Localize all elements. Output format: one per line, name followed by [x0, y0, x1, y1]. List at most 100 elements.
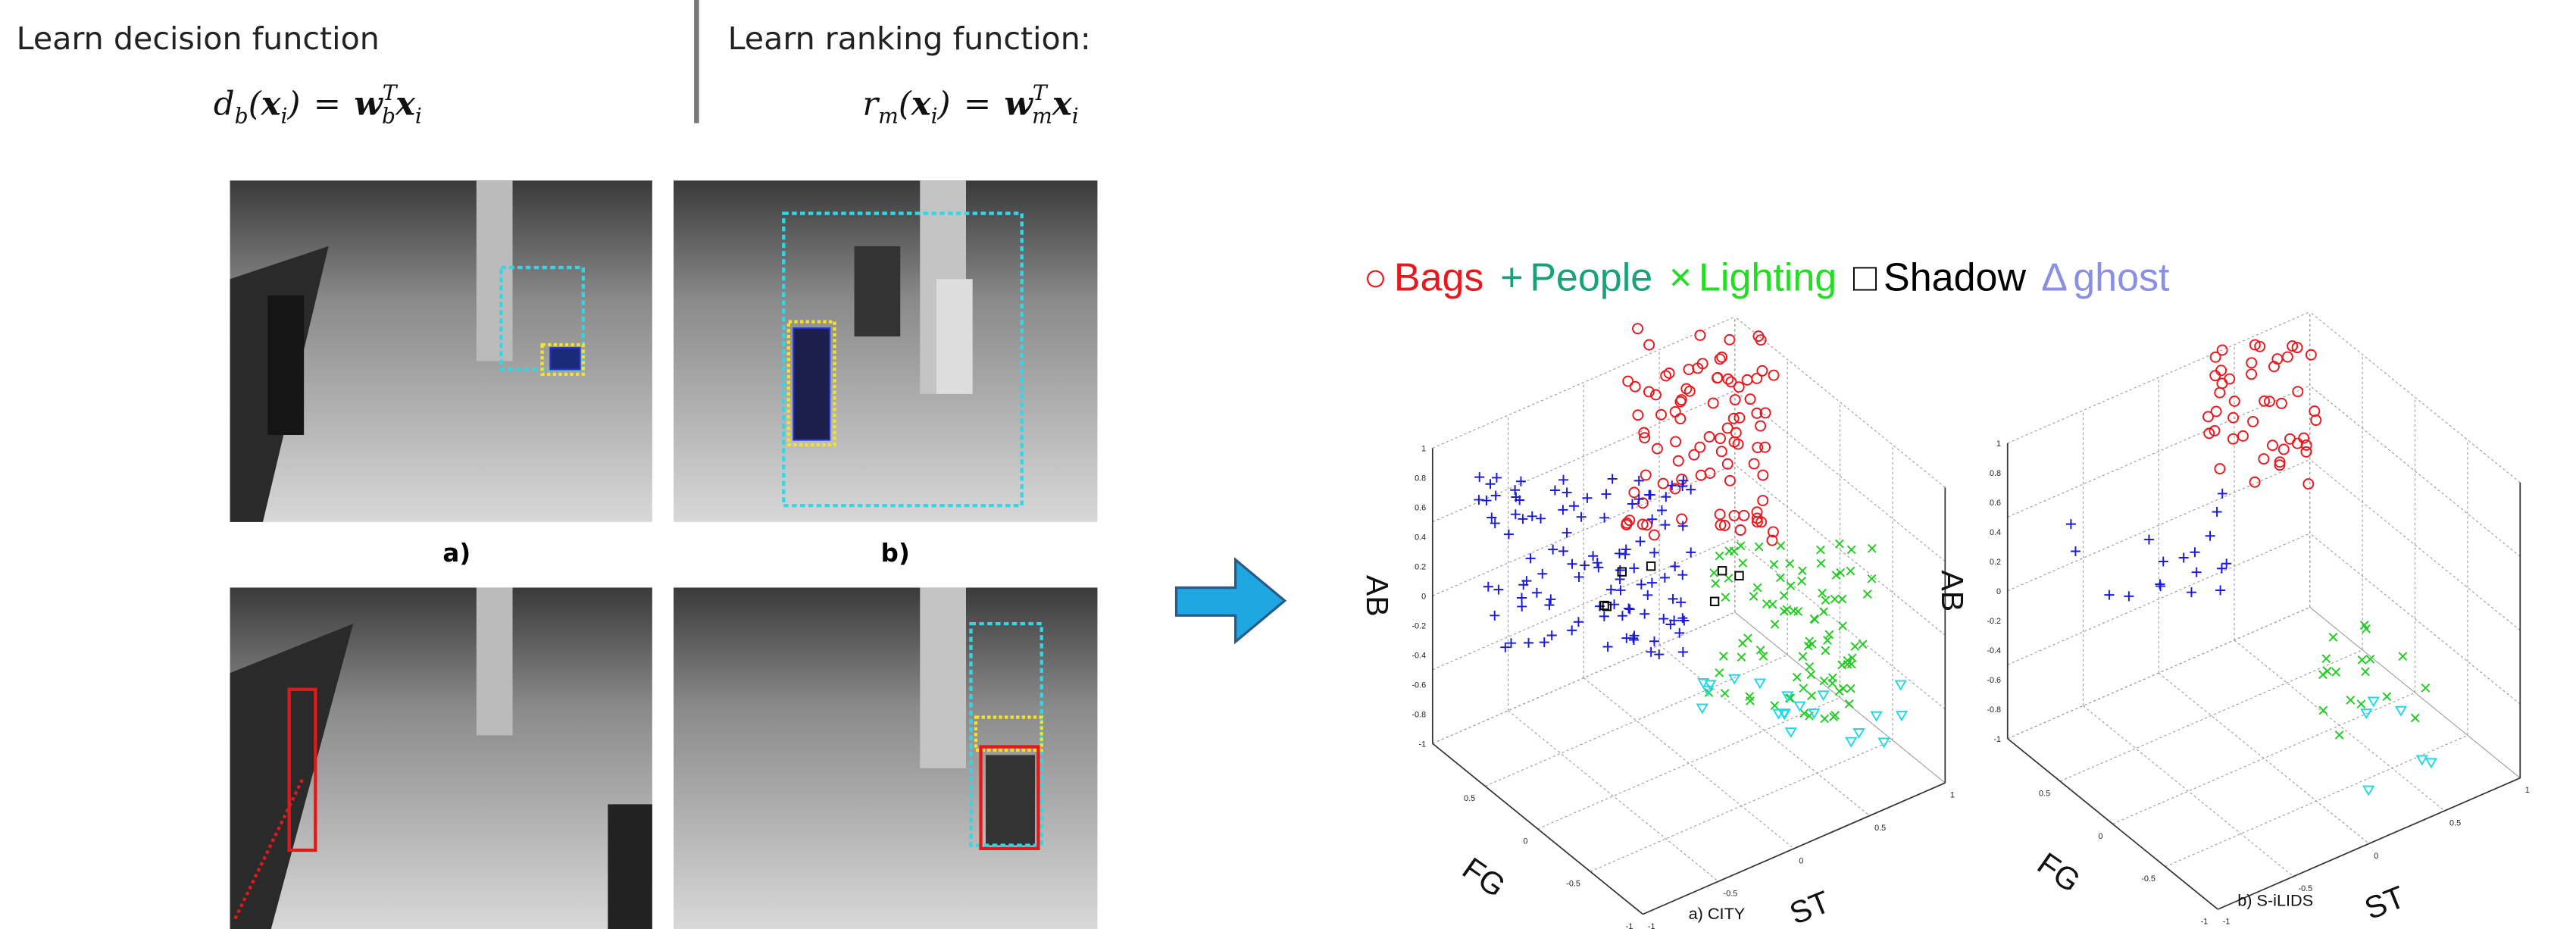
point — [1649, 637, 1659, 646]
point — [2306, 350, 2316, 360]
point — [2228, 434, 2238, 444]
point — [1846, 700, 1853, 708]
point — [1821, 715, 1828, 722]
point — [1851, 643, 1859, 650]
point — [1674, 628, 1684, 638]
point — [1846, 567, 1854, 574]
page: Learn decision function db(xi)=wTbxi Lea… — [0, 0, 2576, 929]
point — [2192, 568, 2202, 577]
grid-line — [1508, 711, 1719, 881]
point — [1657, 505, 1667, 515]
point — [1504, 530, 1514, 540]
point — [2124, 591, 2134, 601]
point — [1660, 520, 1670, 530]
point — [2217, 379, 2227, 389]
point — [1817, 559, 1824, 567]
point — [1633, 410, 1643, 420]
legend-symbol: + — [1500, 255, 1523, 299]
point — [1678, 647, 1688, 657]
point — [2221, 558, 2231, 568]
point — [1540, 637, 1549, 647]
point — [1758, 471, 1768, 480]
y-tick-label: -0.5 — [2141, 874, 2156, 884]
point — [1625, 605, 1635, 615]
z-tick-label: -0.8 — [1987, 705, 2001, 715]
photo-label: b) — [881, 539, 910, 568]
point — [1652, 444, 1662, 454]
legend-symbol: × — [1669, 255, 1692, 299]
point — [1548, 545, 1558, 555]
z-axis-label: AB — [1360, 575, 1395, 617]
point — [1630, 382, 1640, 392]
point — [1492, 473, 1502, 483]
point — [1627, 499, 1637, 508]
point — [1720, 652, 1727, 660]
z-tick-label: -1 — [1993, 735, 2001, 744]
point — [1713, 373, 1723, 383]
point — [1820, 608, 1827, 615]
point — [1481, 496, 1491, 505]
z-tick-label: 0 — [1421, 593, 1426, 602]
point — [1786, 560, 1793, 568]
point — [1623, 377, 1633, 386]
point — [2259, 454, 2268, 464]
legend-text: ○Bags+People×Lighting□Shadow∆ghost — [1364, 255, 2170, 299]
grid-line — [1538, 698, 1840, 829]
point — [1544, 600, 1554, 610]
legend-name: People — [1530, 255, 1652, 299]
point — [2190, 547, 2199, 557]
point — [1593, 562, 1603, 572]
point — [1697, 705, 1707, 713]
photo-d — [674, 587, 1097, 929]
w-sup: T — [1033, 80, 1049, 105]
point — [1715, 669, 1723, 677]
point — [1633, 324, 1643, 333]
point — [1715, 509, 1725, 519]
v-sub: i — [931, 103, 938, 128]
point — [1483, 582, 1493, 592]
point — [1743, 375, 1752, 385]
point — [1634, 476, 1644, 486]
point — [1838, 595, 1846, 602]
point — [1808, 692, 1815, 699]
point — [1820, 677, 1827, 684]
point — [1717, 352, 1727, 362]
z-tick-label: -0.4 — [1987, 646, 2001, 655]
point — [1646, 647, 1656, 657]
point — [2293, 386, 2302, 396]
point — [1577, 512, 1587, 522]
point — [1649, 548, 1659, 558]
point — [1847, 684, 1855, 692]
point — [2071, 546, 2080, 556]
legend: ○Bags+People×Lighting□Shadow∆ghost — [1364, 255, 2170, 299]
point — [1755, 421, 1765, 431]
point — [2246, 369, 2256, 379]
point — [2421, 684, 2429, 692]
y-tick-label: 0 — [2098, 832, 2102, 841]
point — [1790, 607, 1797, 615]
point — [1721, 593, 1729, 601]
point — [1758, 496, 1768, 505]
point — [1527, 511, 1537, 521]
point — [1723, 374, 1733, 384]
point — [1840, 684, 1847, 692]
point — [2412, 714, 2419, 721]
point — [1737, 653, 1745, 661]
photo-b — [674, 180, 1097, 522]
p: ) — [937, 86, 951, 124]
point — [1715, 552, 1723, 559]
point — [1558, 546, 1568, 556]
point — [1574, 572, 1583, 582]
point — [2277, 399, 2287, 408]
point — [2248, 417, 2258, 427]
point — [1588, 551, 1598, 561]
z-tick-label: 0.2 — [1990, 558, 2001, 567]
point — [1730, 547, 1737, 555]
point — [1562, 487, 1572, 497]
point — [2417, 755, 2427, 764]
y-axis-label: FG — [2031, 846, 2087, 899]
point — [1601, 490, 1611, 499]
grid-line — [1659, 645, 1870, 815]
point — [1517, 602, 1527, 612]
point — [1896, 681, 1905, 690]
